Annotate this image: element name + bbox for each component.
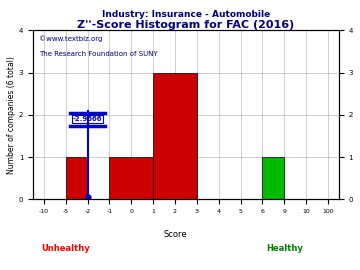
- Text: -2.9666: -2.9666: [73, 116, 102, 122]
- Bar: [109, 157, 153, 200]
- Bar: [153, 73, 197, 200]
- Text: Score: Score: [163, 230, 187, 239]
- Text: Unhealthy: Unhealthy: [41, 244, 90, 253]
- Text: ©www.textbiz.org: ©www.textbiz.org: [39, 36, 103, 42]
- Text: The Research Foundation of SUNY: The Research Foundation of SUNY: [39, 51, 158, 57]
- Title: Z''-Score Histogram for FAC (2016): Z''-Score Histogram for FAC (2016): [77, 20, 294, 30]
- Bar: [262, 157, 284, 200]
- Y-axis label: Number of companies (6 total): Number of companies (6 total): [7, 56, 16, 174]
- Bar: [66, 157, 87, 200]
- Text: Healthy: Healthy: [266, 244, 303, 253]
- Text: Industry: Insurance - Automobile: Industry: Insurance - Automobile: [102, 10, 270, 19]
